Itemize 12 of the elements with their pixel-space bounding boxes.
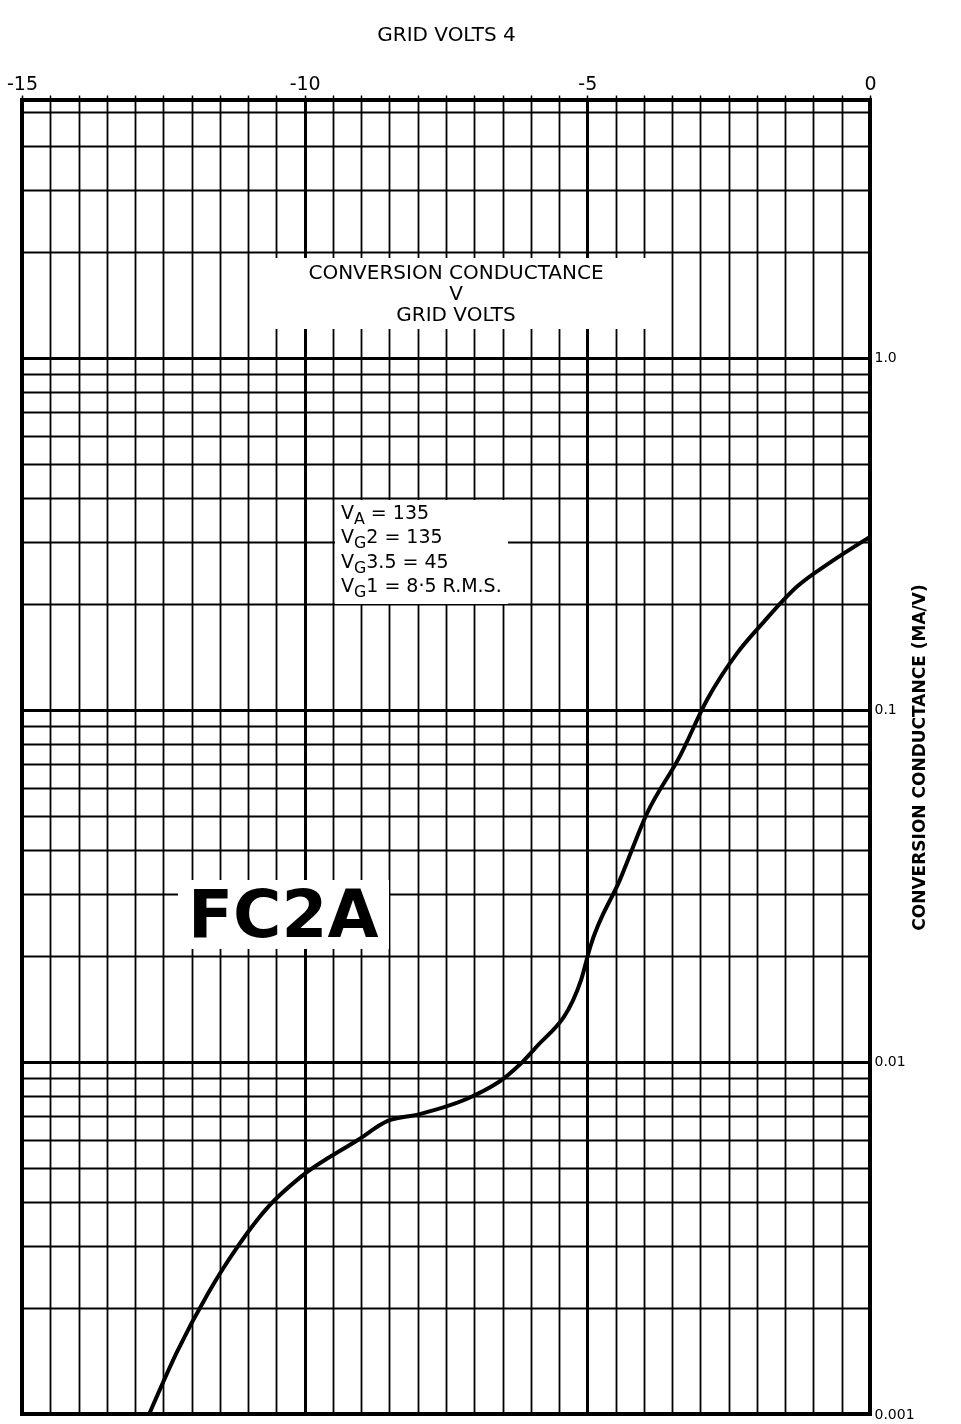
y-tick-label: 0.001 bbox=[874, 1405, 915, 1422]
y-axis-title: CONVERSION CONDUCTANCE (MA/V) bbox=[908, 584, 929, 931]
x-axis-title: GRID VOLTS 4 bbox=[377, 21, 516, 46]
x-tick-label: -10 bbox=[289, 71, 321, 94]
y-tick-label: 0.1 bbox=[874, 701, 897, 718]
y-tick-label: 1.0 bbox=[874, 349, 897, 366]
x-tick-label: -5 bbox=[578, 71, 598, 94]
x-tick-label: 0 bbox=[864, 71, 877, 94]
y-tick-label: 0.01 bbox=[874, 1053, 906, 1070]
text-box: V$_{A}$ = 135 V$_{G}$2 = 135 V$_{G}$3.5 = 45 V$_{G}$1 = 8·5 R.M.S. bbox=[335, 500, 508, 604]
text-box: FC2A bbox=[178, 880, 389, 950]
x-tick-label: -15 bbox=[6, 71, 39, 94]
